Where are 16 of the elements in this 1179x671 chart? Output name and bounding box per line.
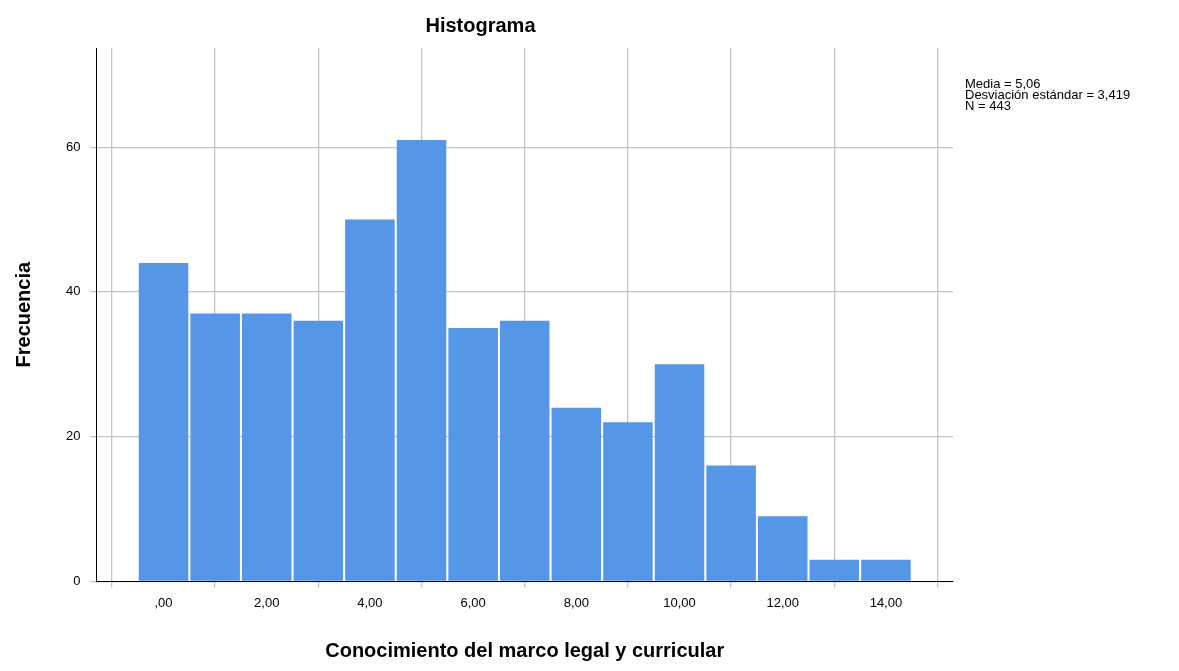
x-tick-label: 6,00: [460, 594, 486, 610]
x-tick-label: 4,00: [357, 594, 383, 610]
chart-title: Histograma: [425, 13, 537, 36]
x-tick-label: 12,00: [766, 594, 799, 610]
x-tick-label: 2,00: [254, 594, 280, 610]
x-axis-title: Conocimiento del marco legal y curricular: [325, 638, 725, 661]
x-tick-label: 8,00: [563, 594, 589, 610]
y-axis-title: Frecuencia: [11, 261, 34, 368]
x-tick-label: 10,00: [663, 594, 696, 610]
y-tick-label: 20: [65, 428, 81, 444]
y-tick-label: 60: [65, 138, 81, 154]
x-tick-label: ,00: [154, 594, 173, 610]
x-tick-label: 14,00: [869, 594, 903, 610]
y-tick-label: 0: [73, 572, 81, 588]
y-tick-label: 40: [65, 283, 81, 299]
text: N = 443: [965, 98, 1011, 114]
